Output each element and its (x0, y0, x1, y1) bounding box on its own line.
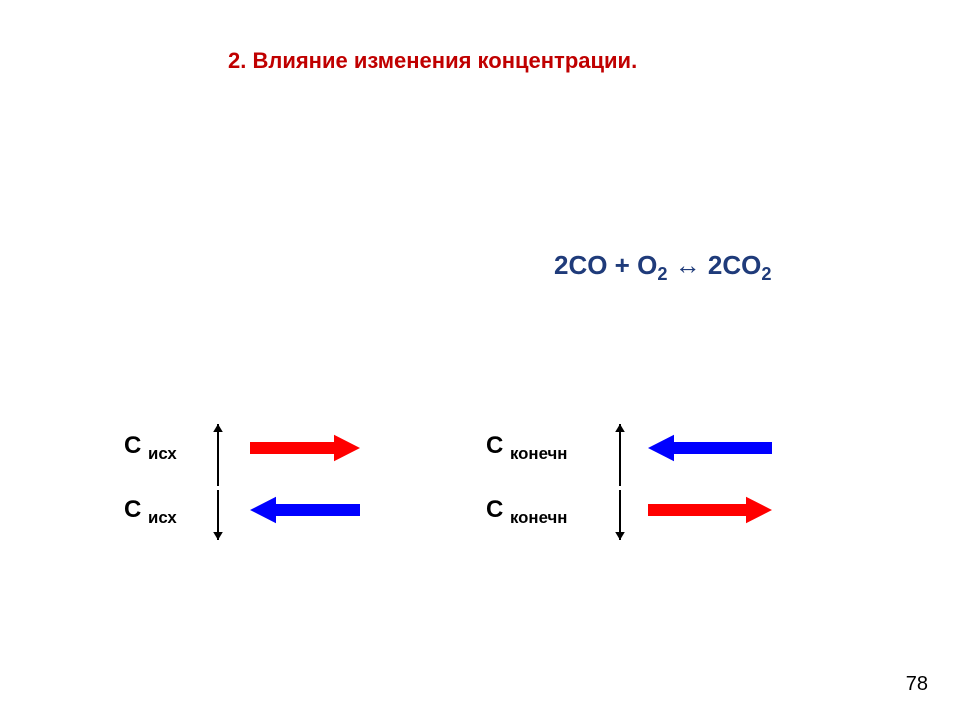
page-number: 78 (906, 673, 928, 696)
slide-canvas: 2. Влияние изменения концентрации. 2CO +… (0, 0, 960, 720)
arrow-layer (0, 0, 960, 720)
